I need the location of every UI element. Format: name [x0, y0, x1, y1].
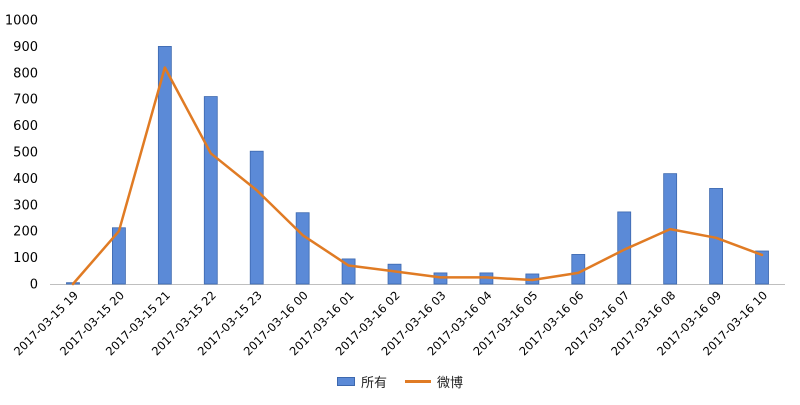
legend-bar-label: 所有 [360, 376, 387, 391]
legend: 所有 微博 [0, 372, 800, 391]
y-tick-label: 700 [13, 93, 38, 108]
bar [249, 150, 264, 285]
bar [295, 212, 310, 285]
legend-bar-swatch [336, 377, 355, 386]
y-tick-label: 300 [13, 198, 38, 213]
y-tick-label: 400 [13, 172, 38, 187]
line-series [71, 66, 764, 286]
legend-line-label: 微博 [437, 376, 464, 391]
y-tick-label: 0 [30, 278, 38, 293]
y-tick-label: 100 [13, 251, 38, 266]
y-tick-label: 800 [13, 66, 38, 81]
y-tick-label: 900 [13, 40, 38, 55]
bar [203, 96, 218, 285]
bar [157, 46, 172, 285]
y-tick-label: 600 [13, 119, 38, 134]
bar [755, 250, 769, 285]
legend-item-bar: 所有 [336, 372, 387, 391]
y-tick-label: 1000 [5, 14, 38, 29]
y-tick-label: 200 [13, 225, 38, 240]
legend-line-swatch [405, 380, 431, 383]
y-tick-label: 500 [13, 146, 38, 161]
legend-item-line: 微博 [405, 372, 463, 391]
bar [387, 263, 402, 285]
